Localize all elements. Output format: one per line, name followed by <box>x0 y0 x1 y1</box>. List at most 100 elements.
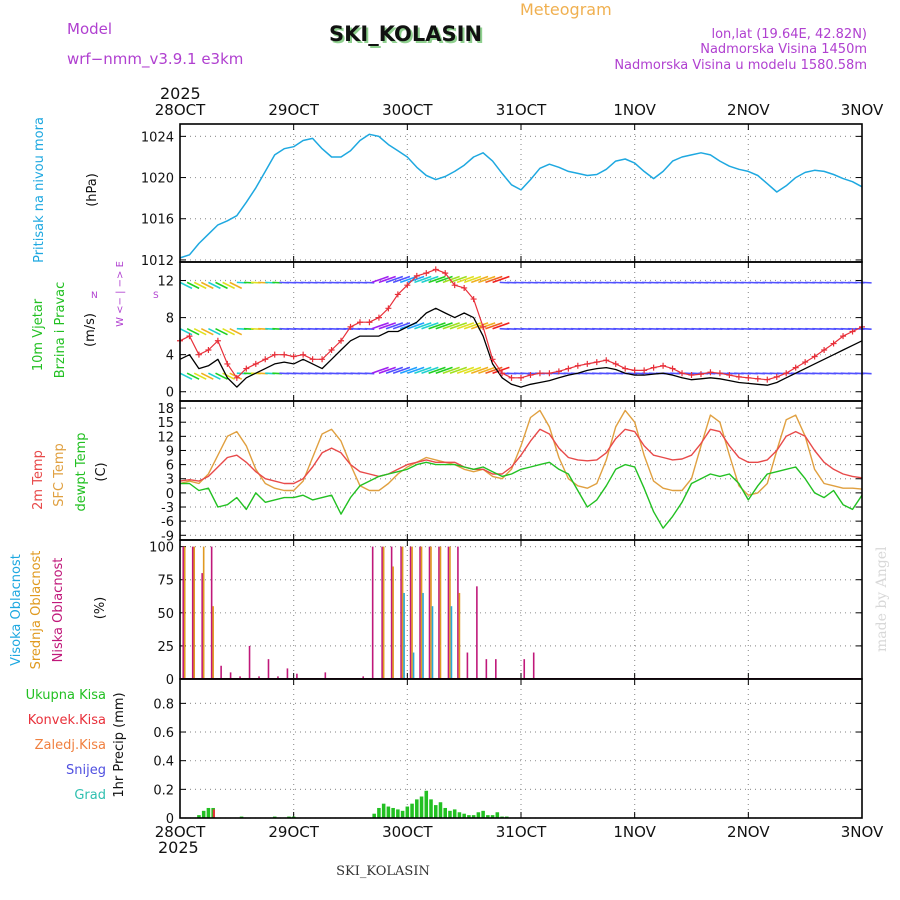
wind-gust-marker <box>366 319 373 326</box>
y-tick-label: 0.6 <box>153 726 174 741</box>
wind-gust-marker <box>385 305 392 312</box>
wind-arrow <box>456 366 475 374</box>
x-tick-label-bottom: 30OCT <box>382 823 433 841</box>
wind-gust-marker <box>252 360 259 367</box>
wind-gust-marker <box>290 353 297 360</box>
y-tick-label: 15 <box>157 416 174 431</box>
wind-arrow <box>421 366 439 374</box>
wind-gust-marker <box>527 372 534 379</box>
wind-gust-marker <box>186 333 193 340</box>
y-tick-label: -6 <box>161 515 174 530</box>
precip-bar-total <box>452 809 457 818</box>
pressure-line <box>179 133 863 259</box>
wind-arrow <box>371 322 389 330</box>
wind-gust-marker <box>679 370 686 377</box>
wind-arrow <box>478 322 496 330</box>
wind-arrow <box>478 366 496 374</box>
wind-gust-marker <box>546 370 553 377</box>
wind-arrow <box>463 275 482 284</box>
wind-gust-marker <box>650 364 657 371</box>
wind-gust-marker <box>356 319 363 326</box>
wind-gust-marker <box>792 364 799 371</box>
precip-ylabel: 1hr Precip (mm) <box>112 692 127 797</box>
wind-arrow <box>414 366 432 374</box>
wind-gust-marker <box>811 353 818 360</box>
wind-gust-marker <box>773 373 780 380</box>
wind-arrow <box>186 372 200 380</box>
station-title: SKI_KOLASIN <box>329 22 482 46</box>
wind-arrow <box>407 366 425 374</box>
wind-gust-marker <box>697 371 704 378</box>
wind-arrow <box>861 372 872 375</box>
precip-bar-total <box>490 815 495 818</box>
x-tick-label-bottom: 29OCT <box>268 823 319 841</box>
wind-gust-marker <box>432 266 439 273</box>
wind-gust-marker <box>603 357 610 364</box>
y-tick-label: 4 <box>166 349 174 364</box>
wind-arrow <box>449 322 468 330</box>
location-coords: lon,lat (19.64E, 42.82N) <box>711 27 867 42</box>
y-tick-label: 9 <box>166 444 174 459</box>
wind-arrow <box>378 366 396 374</box>
wind-gust-marker <box>499 370 506 377</box>
wind-gust-marker <box>347 323 354 330</box>
wind-gust-marker <box>574 362 581 369</box>
wind-gust-marker <box>281 351 288 358</box>
precip-bar-total <box>457 812 462 818</box>
wind-gust-marker <box>375 314 382 321</box>
wind-gust-marker <box>688 372 695 379</box>
wind-gust-marker <box>783 370 790 377</box>
wind-gust-marker <box>584 360 591 367</box>
wind-gust-marker <box>413 272 420 279</box>
wind-gust-marker <box>735 373 742 380</box>
precip-legend-hail: Grad <box>74 788 106 803</box>
precip-bar-total <box>197 815 201 818</box>
wind-arrow <box>485 322 503 330</box>
precip-bar-total <box>486 815 490 818</box>
precip-bar-total <box>429 799 433 818</box>
y-tick-label: -3 <box>161 501 174 516</box>
precip-bar-total <box>467 815 471 818</box>
wind-arrow <box>222 281 235 290</box>
wind-gust-marker <box>271 351 278 358</box>
wind-arrow <box>193 328 207 336</box>
x-tick-label-bottom: 1NOV <box>613 823 656 841</box>
wind-arrow <box>407 275 425 284</box>
wind-gust-marker <box>821 347 828 354</box>
precip-bar-total <box>448 810 452 818</box>
wind-arrow <box>193 281 207 290</box>
footer-station: SKI_KOLASIN <box>336 864 430 879</box>
wind-arrow <box>485 366 503 374</box>
x-tick-label-bottom: 28OCT <box>155 823 206 841</box>
wind-gust-marker <box>660 362 667 369</box>
wind-arrow <box>478 275 496 284</box>
temp-2m-line <box>179 428 863 485</box>
precip-bar-total <box>396 809 400 818</box>
x-tick-label-top: 30OCT <box>382 101 433 119</box>
model-label: Model <box>67 20 112 38</box>
wind-arrow <box>193 372 207 380</box>
wind-arrow <box>428 322 446 330</box>
wind-arrow <box>378 322 396 330</box>
precip-bar-total <box>372 813 376 818</box>
wind-gust-marker <box>480 323 487 330</box>
wind-arrow <box>492 322 510 330</box>
wind-arrow <box>449 366 468 374</box>
wind-arrow <box>222 372 235 380</box>
wind-arrow <box>215 328 228 336</box>
wind-arrow <box>392 275 411 284</box>
y-tick-label: 25 <box>157 640 174 655</box>
wind-gust-marker <box>319 356 326 363</box>
wind-arrow <box>421 275 439 284</box>
y-tick-label: 18 <box>157 402 174 417</box>
y-tick-label: 50 <box>157 607 174 622</box>
x-tick-label-bottom: 2NOV <box>727 823 770 841</box>
y-tick-label: 75 <box>157 574 174 589</box>
wind-arrow <box>456 275 475 284</box>
wind-arrow <box>492 275 510 284</box>
wind-gust-marker <box>764 376 771 383</box>
x-tick-label-top: 28OCT <box>155 101 206 119</box>
wind-arrow <box>208 328 221 336</box>
wind-arrow <box>385 366 404 374</box>
wind-gust-marker <box>830 340 837 347</box>
